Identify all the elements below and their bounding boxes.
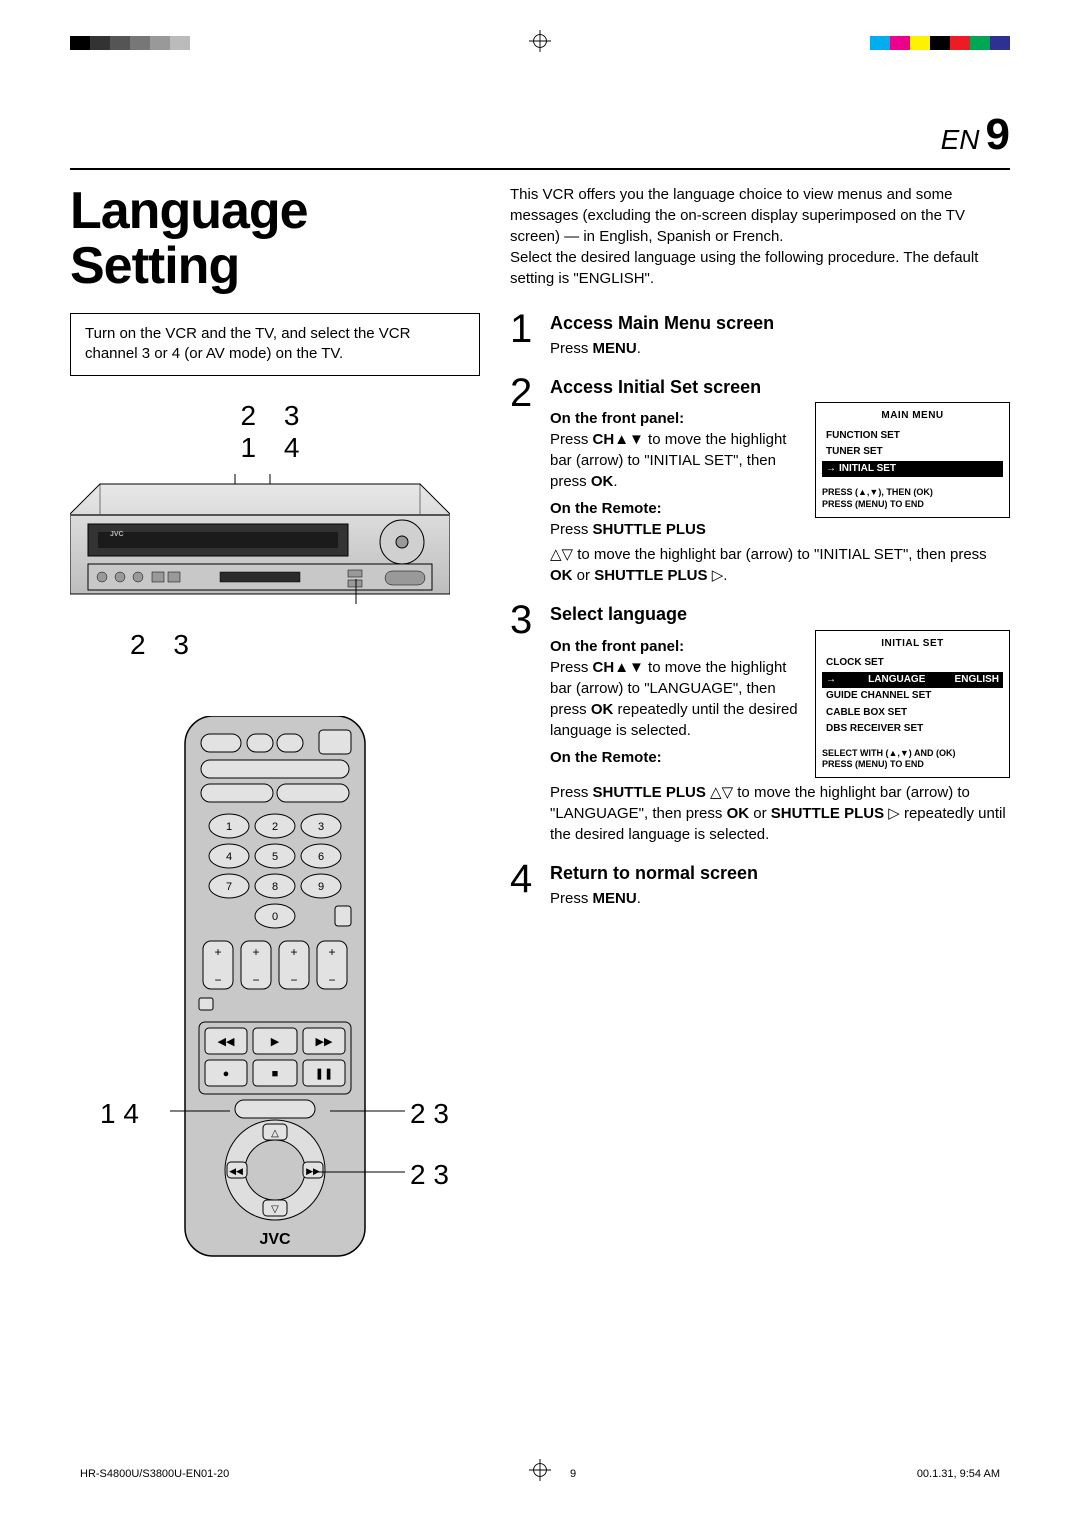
vcr-callouts-top: 2 3 1 4 <box>70 400 480 464</box>
remote-wrap: 1 2 3 4 5 6 7 8 9 0 + − + − + − + − <box>70 716 480 1281</box>
svg-text:+: + <box>290 945 297 959</box>
svg-text:7: 7 <box>226 881 232 893</box>
cmyk-swatches <box>870 36 1010 50</box>
svg-text:4: 4 <box>226 851 232 863</box>
step-1: 1 Access Main Menu screen Press MENU. <box>510 311 1010 359</box>
svg-text:+: + <box>252 945 259 959</box>
svg-text:+: + <box>328 945 335 959</box>
remote-illustration: 1 2 3 4 5 6 7 8 9 0 + − + − + − + − <box>70 716 480 1276</box>
step-2-title: Access Initial Set screen <box>550 375 1010 400</box>
svg-text:8: 8 <box>272 881 278 893</box>
svg-text:1: 1 <box>226 821 232 833</box>
page-number: 9 <box>986 110 1010 160</box>
lang-code: EN <box>941 124 980 156</box>
note-box: Turn on the VCR and the TV, and select t… <box>70 313 480 376</box>
step-3: 3 Select language On the front panel: Pr… <box>510 602 1010 845</box>
svg-text:❚❚: ❚❚ <box>315 1068 333 1080</box>
registration-mark-icon <box>529 30 551 57</box>
svg-text:2: 2 <box>272 821 278 833</box>
svg-text:5: 5 <box>272 851 278 863</box>
remote-callout-r1: 2 3 <box>410 1098 449 1130</box>
step-1-body: Press MENU. <box>550 338 1010 359</box>
svg-text:●: ● <box>223 1068 230 1080</box>
header-rule <box>70 168 1010 170</box>
svg-text:JVC: JVC <box>110 531 124 538</box>
svg-text:◀◀: ◀◀ <box>218 1036 235 1048</box>
svg-text:+: + <box>214 945 221 959</box>
remote-callout-left: 1 4 <box>100 1098 139 1130</box>
footer-right: 00.1.31, 9:54 AM <box>917 1468 1000 1480</box>
svg-text:JVC: JVC <box>259 1231 291 1248</box>
grayscale-swatches <box>70 36 190 50</box>
footer-center: 9 <box>570 1468 576 1480</box>
step-4: 4 Return to normal screen Press MENU. <box>510 861 1010 909</box>
svg-text:6: 6 <box>318 851 324 863</box>
crop-marks <box>70 28 1010 58</box>
step-3-title: Select language <box>550 602 1010 627</box>
page-title: Language Setting <box>70 184 480 293</box>
svg-text:0: 0 <box>272 911 278 923</box>
svg-text:9: 9 <box>318 881 324 893</box>
initial-set-screen: INITIAL SET CLOCK SET LANGUAGE ENGLISH G… <box>815 630 1010 778</box>
page-header: EN 9 <box>70 110 1010 160</box>
svg-text:▶: ▶ <box>271 1036 280 1048</box>
svg-text:▶▶: ▶▶ <box>306 1166 320 1176</box>
footer-left: HR-S4800U/S3800U-EN01-20 <box>80 1468 229 1480</box>
svg-text:−: − <box>328 973 335 987</box>
step-2: 2 Access Initial Set screen On the front… <box>510 375 1010 586</box>
svg-text:−: − <box>214 973 221 987</box>
intro-text: This VCR offers you the language choice … <box>510 184 1010 289</box>
svg-text:−: − <box>290 973 297 987</box>
remote-callout-r2: 2 3 <box>410 1159 449 1191</box>
svg-text:▶▶: ▶▶ <box>316 1036 333 1048</box>
page-footer: HR-S4800U/S3800U-EN01-20 9 00.1.31, 9:54… <box>80 1468 1000 1480</box>
svg-text:▽: ▽ <box>271 1204 279 1215</box>
vcr-illustration: JVC <box>70 474 450 604</box>
main-menu-screen: MAIN MENU FUNCTION SET TUNER SET INITIAL… <box>815 402 1010 517</box>
svg-text:◀◀: ◀◀ <box>229 1166 243 1176</box>
svg-text:■: ■ <box>272 1068 279 1080</box>
step-1-title: Access Main Menu screen <box>550 311 1010 336</box>
svg-text:3: 3 <box>318 821 324 833</box>
svg-text:△: △ <box>271 1128 279 1139</box>
svg-text:−: − <box>252 973 259 987</box>
vcr-callouts-bottom: 2 3 <box>130 629 480 661</box>
step-4-title: Return to normal screen <box>550 861 1010 886</box>
